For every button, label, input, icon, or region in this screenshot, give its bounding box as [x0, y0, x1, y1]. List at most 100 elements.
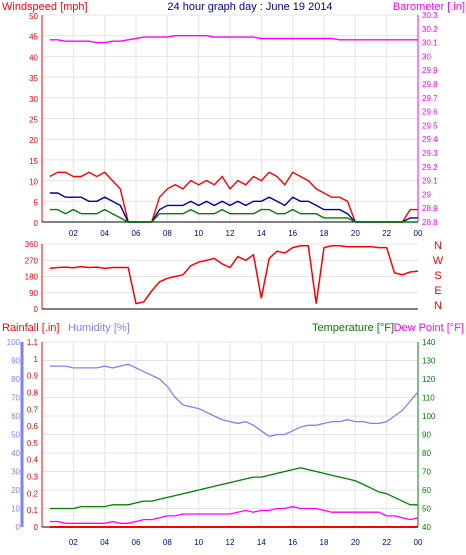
x-tick-label: 08 — [163, 538, 172, 547]
compass-label: N — [434, 300, 442, 312]
x-tick-label: 14 — [257, 229, 266, 238]
direction-series-line — [49, 245, 419, 305]
humidity-tick-label: 40 — [11, 449, 20, 458]
x-tick-label: 18 — [320, 229, 329, 238]
barometer-axis-label: Barometer [.in] — [393, 1, 465, 13]
rain-tick-label: 0.5 — [27, 439, 39, 448]
x-tick-label: 04 — [100, 229, 109, 238]
temp-tick-label: 70 — [422, 468, 431, 477]
axes — [20, 15, 419, 528]
compass-label: S — [434, 270, 441, 282]
temp-tick-label: 40 — [422, 523, 431, 532]
x-tick-label: 02 — [69, 538, 78, 547]
barometer-tick-label: 29.6 — [422, 108, 438, 117]
direction-tick-label: 270 — [25, 256, 39, 265]
weather-series-line — [49, 467, 418, 510]
x-tick-label: 20 — [351, 229, 360, 238]
wind-tick-label: 10 — [29, 178, 38, 187]
rain-tick-label: 0.2 — [27, 489, 39, 498]
temp-tick-label: 100 — [422, 412, 436, 421]
x-tick-label: 20 — [351, 538, 360, 547]
wind-tick-label: 20 — [29, 136, 38, 145]
wind-series-line — [49, 35, 418, 44]
rain-tick-label: 0.8 — [27, 388, 39, 397]
x-tick-label: 22 — [382, 538, 391, 547]
humidity-tick-label: 60 — [11, 412, 20, 421]
barometer-tick-label: 30.2 — [422, 25, 438, 34]
temperature-axis-label: Temperature [°F] — [312, 322, 394, 334]
x-tick-label: 22 — [382, 229, 391, 238]
barometer-tick-label: 29.5 — [422, 121, 438, 130]
tick-labels: 0510152025303540455028.828.92929.129.229… — [7, 11, 444, 547]
barometer-tick-label: 29 — [422, 190, 431, 199]
gridlines — [42, 14, 419, 528]
x-tick-label: 06 — [132, 538, 141, 547]
barometer-tick-label: 29.3 — [422, 149, 438, 158]
dewpoint-axis-label: Dew Point [°F] — [394, 322, 464, 334]
rain-tick-label: 0 — [34, 523, 39, 532]
x-tick-label: 06 — [132, 229, 141, 238]
barometer-tick-label: 30 — [422, 52, 431, 61]
humidity-tick-label: 30 — [11, 468, 20, 477]
x-tick-label: 00 — [414, 538, 423, 547]
direction-tick-label: 0 — [34, 305, 39, 314]
wind-tick-label: 40 — [29, 53, 38, 62]
rainfall-axis-label: Rainfall [.in] — [2, 322, 59, 334]
humidity-tick-label: 50 — [11, 431, 20, 440]
barometer-tick-label: 29.2 — [422, 163, 438, 172]
x-tick-label: 00 — [414, 229, 423, 238]
compass-label: N — [434, 240, 442, 252]
temp-tick-label: 60 — [422, 486, 431, 495]
barometer-tick-label: 30.3 — [422, 11, 438, 20]
barometer-tick-label: 29.1 — [422, 177, 438, 186]
weather-series-line — [49, 363, 419, 438]
barometer-tick-label: 29.4 — [422, 135, 438, 144]
weather-series-line — [49, 505, 419, 524]
temp-tick-label: 110 — [422, 394, 435, 403]
chart-title: 24 hour graph day : June 19 2014 — [167, 1, 332, 13]
temp-tick-label: 130 — [422, 357, 436, 366]
wind-tick-label: 0 — [34, 219, 39, 228]
wind-tick-label: 50 — [29, 12, 38, 21]
humidity-axis-label: Humidity [%] — [68, 322, 130, 334]
x-tick-label: 10 — [194, 538, 203, 547]
rain-tick-label: 0.1 — [27, 506, 39, 515]
direction-tick-label: 180 — [25, 273, 39, 282]
humidity-tick-label: 80 — [11, 375, 20, 384]
wind-axis-label: Windspeed [mph] — [2, 1, 88, 13]
x-tick-label: 04 — [100, 538, 109, 547]
rain-tick-label: 0.7 — [27, 405, 39, 414]
rain-tick-label: 0.4 — [27, 456, 39, 465]
x-tick-label: 10 — [194, 229, 203, 238]
x-tick-label: 16 — [288, 229, 297, 238]
temp-tick-label: 140 — [422, 338, 436, 347]
barometer-tick-label: 30.1 — [422, 39, 438, 48]
x-tick-label: 16 — [288, 538, 297, 547]
wind-tick-label: 5 — [34, 198, 39, 207]
x-tick-label: 14 — [257, 538, 266, 547]
humidity-tick-label: 90 — [11, 357, 20, 366]
temp-tick-label: 90 — [422, 431, 431, 440]
barometer-tick-label: 29.9 — [422, 66, 438, 75]
wind-tick-label: 15 — [29, 157, 38, 166]
wind-tick-label: 45 — [29, 33, 38, 42]
wind-tick-label: 30 — [29, 95, 38, 104]
wind-tick-label: 35 — [29, 74, 38, 83]
humidity-tick-label: 0 — [16, 523, 21, 532]
wind-tick-label: 25 — [29, 116, 38, 125]
rain-tick-label: 0.3 — [27, 473, 39, 482]
x-tick-label: 02 — [69, 229, 78, 238]
temp-tick-label: 50 — [422, 505, 431, 514]
direction-tick-label: 360 — [25, 240, 39, 249]
rain-tick-label: 1 — [34, 355, 39, 364]
series-lines — [49, 35, 419, 528]
x-tick-label: 18 — [320, 538, 329, 547]
compass-label: W — [433, 255, 444, 267]
rain-tick-label: 0.6 — [27, 422, 39, 431]
temp-tick-label: 120 — [422, 375, 436, 384]
rain-tick-label: 0.9 — [27, 372, 39, 381]
direction-tick-label: 90 — [29, 289, 38, 298]
humidity-tick-label: 10 — [11, 505, 20, 514]
